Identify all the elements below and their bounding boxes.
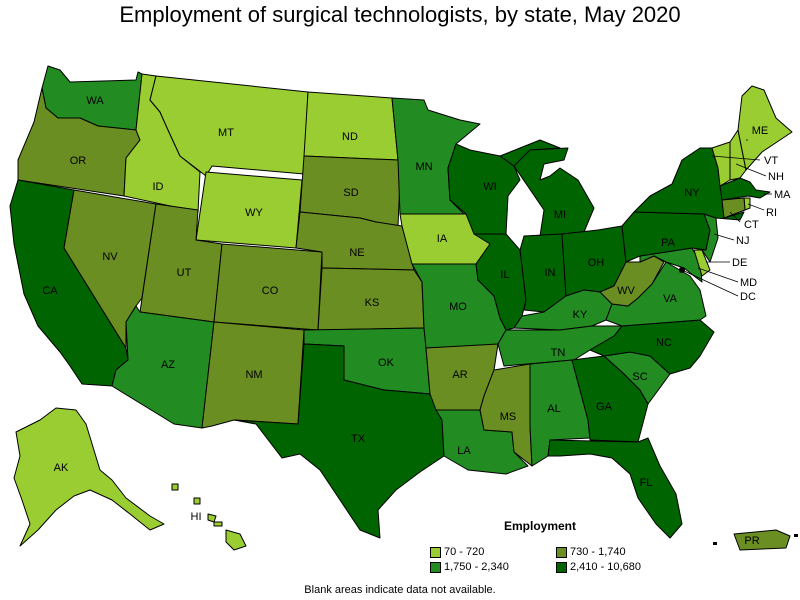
leader-dc — [681, 269, 739, 297]
label-ri: RI — [766, 207, 777, 219]
label-az: AZ — [161, 359, 175, 371]
legend-swatch — [430, 561, 441, 573]
leader-nj — [713, 233, 735, 241]
leader-vt — [711, 155, 761, 161]
label-al: AL — [547, 403, 560, 415]
label-mn: MN — [415, 161, 432, 173]
state-nh[interactable] — [729, 129, 747, 181]
legend-swatch — [556, 546, 567, 558]
state-in[interactable] — [519, 233, 567, 313]
label-ut: UT — [177, 267, 192, 279]
pr-islet — [794, 534, 798, 537]
label-hi: HI — [191, 511, 202, 523]
legend-label: 2,410 - 10,680 — [570, 561, 641, 573]
label-mi: MI — [554, 209, 566, 221]
state-vt[interactable] — [711, 141, 731, 187]
legend-swatch — [430, 546, 441, 558]
leader-nh — [735, 163, 767, 177]
label-nc: NC — [656, 337, 672, 349]
label-mo: MO — [449, 301, 467, 313]
label-wy: WY — [245, 207, 263, 219]
label-nv: NV — [102, 251, 118, 263]
state-ak[interactable] — [13, 407, 165, 547]
legend-label: 730 - 1,740 — [570, 546, 626, 558]
label-ak: AK — [54, 462, 69, 474]
label-ia: IA — [437, 233, 448, 245]
state-ma[interactable] — [719, 177, 771, 201]
label-nm: NM — [245, 369, 262, 381]
label-oh: OH — [588, 257, 605, 269]
legend-item-3: 1,750 - 2,340 — [430, 561, 509, 573]
label-mt: MT — [218, 127, 234, 139]
legend-label: 70 - 720 — [444, 546, 485, 558]
leader-ct — [729, 211, 741, 223]
label-fl: FL — [640, 477, 653, 489]
label-de: DE — [732, 257, 747, 269]
map-title: Employment of surgical technologists, by… — [119, 2, 681, 27]
label-va: VA — [663, 293, 678, 305]
label-or: OR — [70, 155, 87, 167]
label-wv: WV — [617, 285, 635, 297]
pr-islet — [713, 542, 717, 545]
label-id: ID — [153, 181, 164, 193]
label-ca: CA — [42, 285, 58, 297]
state-nd[interactable] — [303, 91, 399, 161]
label-ks: KS — [365, 297, 380, 309]
label-in: IN — [545, 267, 556, 279]
state-de[interactable] — [693, 249, 711, 277]
label-ok: OK — [378, 357, 395, 369]
label-vt: VT — [764, 155, 778, 167]
label-wi: WI — [483, 181, 496, 193]
legend-swatch — [556, 561, 567, 573]
legend-title: Employment — [504, 519, 577, 533]
label-nh: NH — [768, 171, 784, 183]
legend-item-2: 730 - 1,740 — [556, 546, 626, 558]
state-nc[interactable] — [589, 319, 715, 375]
label-ky: KY — [573, 309, 588, 321]
footnote: Blank areas indicate data not available. — [304, 584, 496, 596]
state-nj[interactable] — [701, 213, 719, 263]
label-me: ME — [752, 125, 769, 137]
label-ne: NE — [349, 247, 364, 259]
state-wi[interactable] — [447, 143, 521, 235]
label-nj: NJ — [736, 235, 749, 247]
leader-md — [697, 267, 739, 283]
label-nd: ND — [342, 131, 358, 143]
label-ny: NY — [684, 187, 700, 199]
label-pa: PA — [661, 237, 676, 249]
state-hi[interactable] — [171, 483, 247, 551]
state-pr[interactable] — [733, 529, 791, 551]
legend-item-1: 70 - 720 — [430, 546, 484, 558]
label-pr: PR — [744, 535, 759, 547]
label-ms: MS — [500, 411, 517, 423]
legend-item-4: 2,410 - 10,680 — [556, 561, 641, 573]
label-ga: GA — [596, 401, 613, 413]
state-ct[interactable] — [721, 197, 746, 219]
label-la: LA — [457, 445, 471, 457]
label-co: CO — [262, 285, 279, 297]
state-me[interactable] — [737, 85, 793, 171]
leader-ri — [747, 203, 765, 211]
label-sc: SC — [632, 371, 647, 383]
label-ar: AR — [452, 369, 467, 381]
state-tx[interactable] — [233, 343, 445, 539]
label-il: IL — [500, 269, 509, 281]
label-dc: DC — [740, 291, 756, 303]
legend-label: 1,750 - 2,340 — [444, 561, 509, 573]
label-md: MD — [740, 277, 757, 289]
label-wa: WA — [86, 95, 104, 107]
label-tn: TN — [551, 347, 566, 359]
state-fl[interactable] — [547, 437, 683, 539]
label-ma: MA — [774, 189, 791, 201]
label-sd: SD — [343, 187, 358, 199]
label-ct: CT — [744, 219, 759, 231]
label-tx: TX — [351, 433, 366, 445]
